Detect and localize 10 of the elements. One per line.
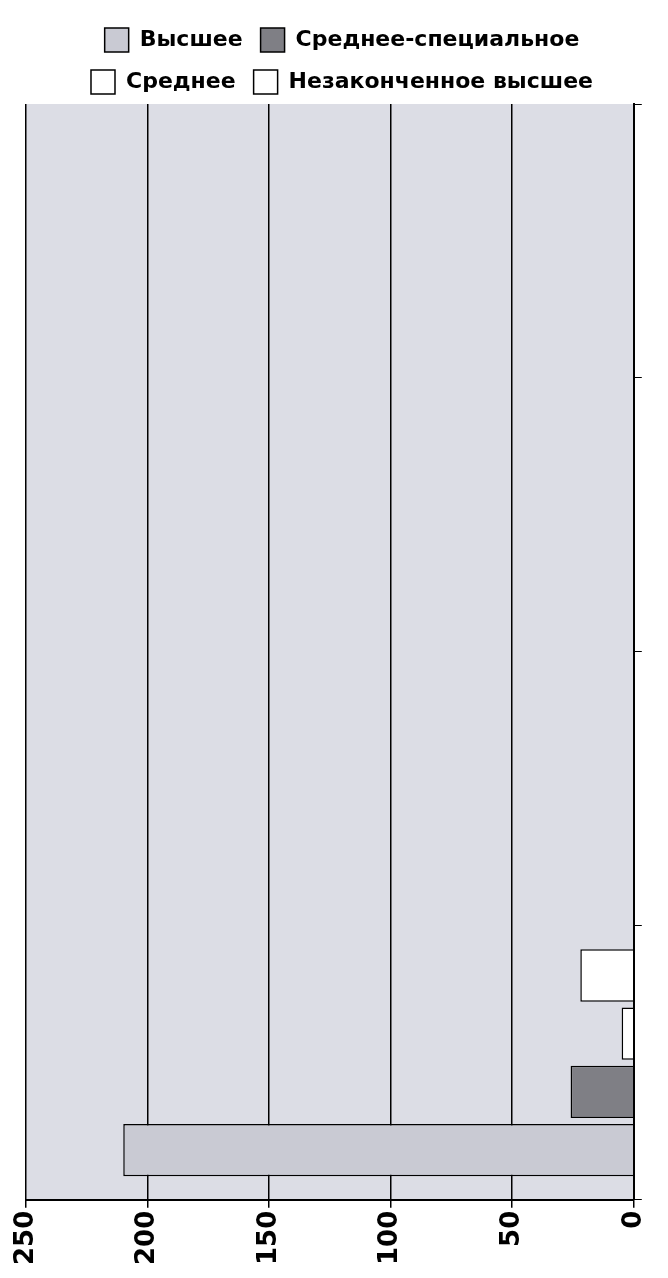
x-tick-label: 150 xyxy=(251,1210,282,1266)
x-tick-label: 50 xyxy=(494,1210,525,1247)
legend-label: Незаконченное высшее xyxy=(288,67,594,93)
x-tick-label: 250 xyxy=(8,1210,39,1266)
legend-label: Среднее-специальное xyxy=(295,25,580,51)
legend-label: Среднее xyxy=(125,67,236,93)
x-tick-label: 100 xyxy=(373,1210,404,1266)
x-tick-label: 200 xyxy=(130,1210,161,1266)
legend-label: Высшее xyxy=(139,25,243,51)
x-tick-label: 0 xyxy=(616,1210,647,1229)
